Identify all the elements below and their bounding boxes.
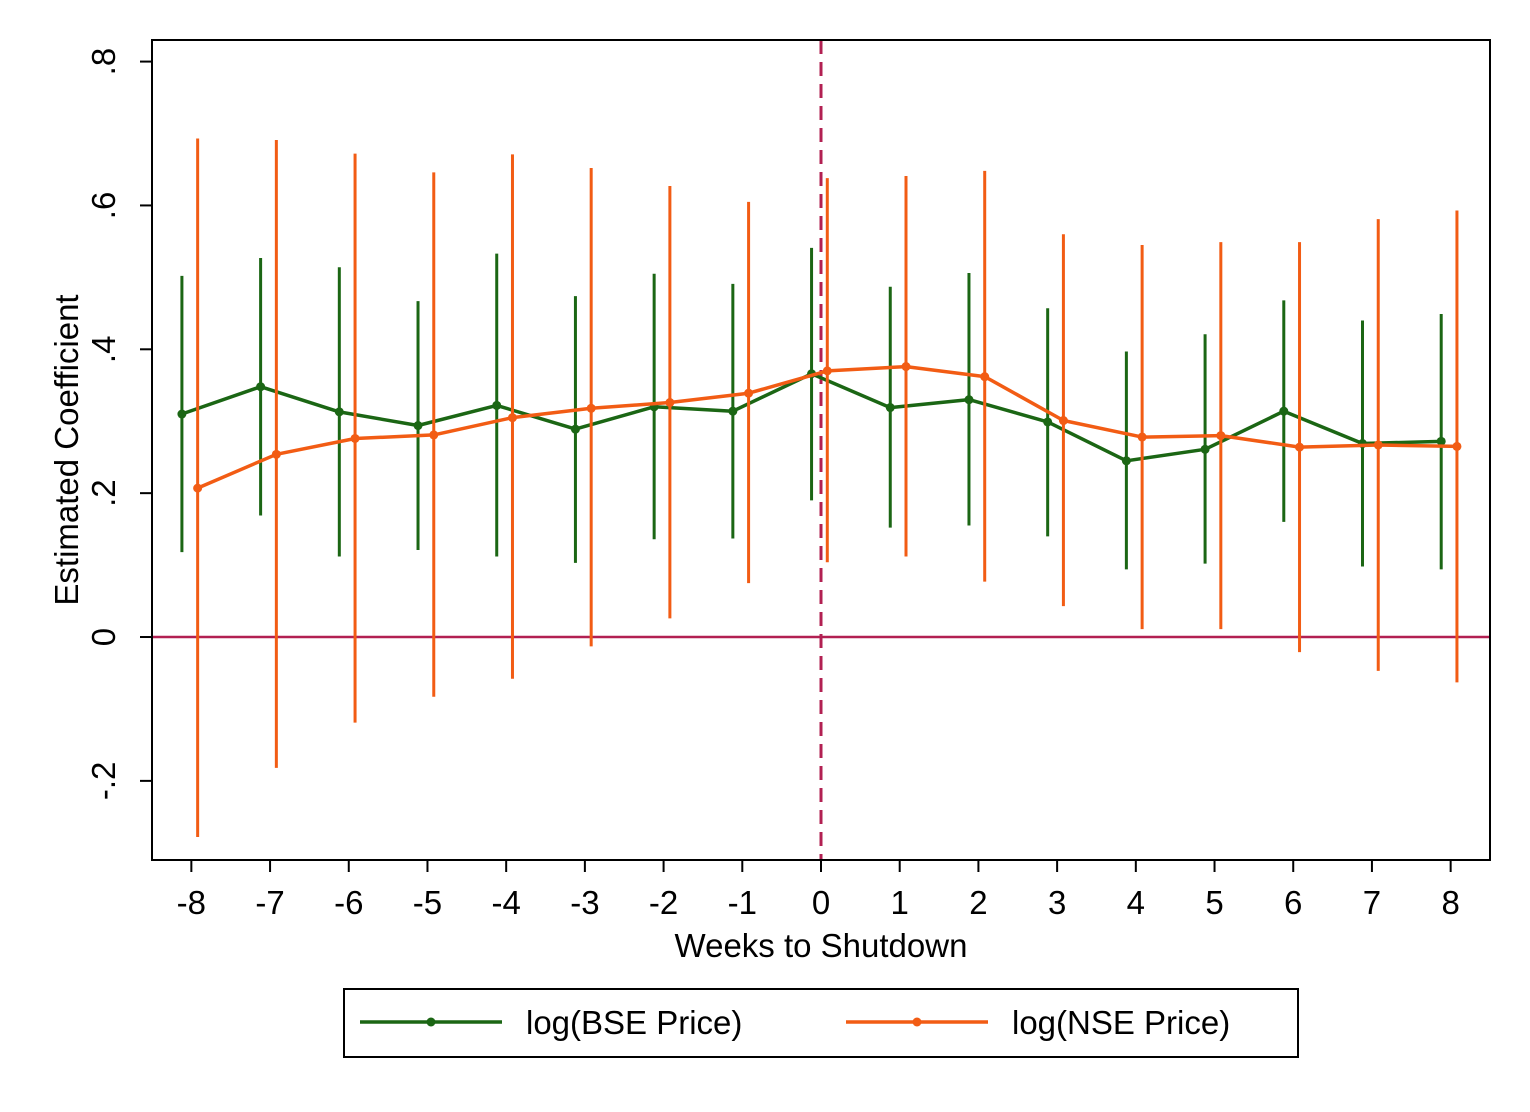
data-point (1436, 436, 1446, 446)
axis-ticks: -8 -7 -6 -5 -4 -3 -2 -1 0 1 2 3 4 5 6 7 8 -.2 0 .2 .4 .6 .8 (85, 48, 1460, 921)
data-point (570, 424, 580, 434)
y-tick-label: .4 (85, 336, 122, 364)
data-point (1058, 416, 1068, 426)
data-point (744, 388, 754, 398)
y-axis-title: Estimated Coefficient (48, 294, 85, 605)
data-point (413, 421, 423, 431)
x-tick-label: 2 (969, 884, 987, 921)
data-point (256, 382, 266, 392)
data-point (728, 406, 738, 416)
x-tick-label: -3 (570, 884, 599, 921)
data-point (901, 362, 911, 372)
data-point (1373, 440, 1383, 450)
y-tick-label: .2 (85, 479, 122, 507)
data-point (1137, 432, 1147, 442)
legend-item-1: log(BSE Price) (360, 1004, 742, 1041)
data-point (507, 413, 517, 423)
data-point (271, 449, 281, 459)
data-point (1279, 406, 1289, 416)
x-tick-label: 1 (891, 884, 909, 921)
data-point (1216, 431, 1226, 441)
x-tick-label: 3 (1048, 884, 1066, 921)
series-1 (177, 247, 1446, 570)
data-point (492, 400, 502, 410)
legend-swatch-marker (912, 1017, 922, 1027)
data-point (665, 398, 675, 408)
data-point (885, 403, 895, 413)
x-tick-label: 5 (1205, 884, 1223, 921)
x-tick-label: -4 (492, 884, 521, 921)
x-axis-title: Weeks to Shutdown (675, 927, 968, 964)
data-point (177, 409, 187, 419)
data-point (429, 430, 439, 440)
x-tick-label: 8 (1441, 884, 1459, 921)
legend-swatch-marker (426, 1017, 436, 1027)
data-point (980, 372, 990, 382)
y-tick-label: .6 (85, 192, 122, 220)
legend-item-2: log(NSE Price) (846, 1004, 1230, 1041)
series-2 (193, 138, 1462, 837)
data-point (193, 483, 203, 493)
x-tick-label: -1 (728, 884, 757, 921)
x-tick-label: 4 (1127, 884, 1145, 921)
legend: log(BSE Price) log(NSE Price) (343, 988, 1299, 1058)
series-layer (177, 138, 1462, 837)
legend-label: log(NSE Price) (1012, 1004, 1230, 1041)
y-tick-label: .8 (85, 48, 122, 76)
data-point (964, 395, 974, 405)
data-point (350, 433, 360, 443)
x-tick-label: -7 (255, 884, 284, 921)
y-tick-label: 0 (85, 628, 122, 646)
y-tick-label: -.2 (85, 762, 122, 801)
x-tick-label: -8 (177, 884, 206, 921)
x-tick-label: -5 (413, 884, 442, 921)
x-tick-label: -2 (649, 884, 678, 921)
data-point (1121, 456, 1131, 466)
data-point (586, 403, 596, 413)
reference-lines (152, 40, 1490, 860)
x-tick-label: 7 (1363, 884, 1381, 921)
x-tick-label: 0 (812, 884, 830, 921)
data-point (334, 407, 344, 417)
x-tick-label: 6 (1284, 884, 1302, 921)
data-point (1043, 417, 1053, 427)
data-point (1452, 441, 1462, 451)
legend-label: log(BSE Price) (526, 1004, 742, 1041)
legend-box (343, 988, 1299, 1058)
x-tick-label: -6 (334, 884, 363, 921)
data-point (1295, 442, 1305, 452)
data-point (822, 366, 832, 376)
legend-items: log(BSE Price) log(NSE Price) (360, 1004, 1230, 1041)
data-point (1200, 444, 1210, 454)
